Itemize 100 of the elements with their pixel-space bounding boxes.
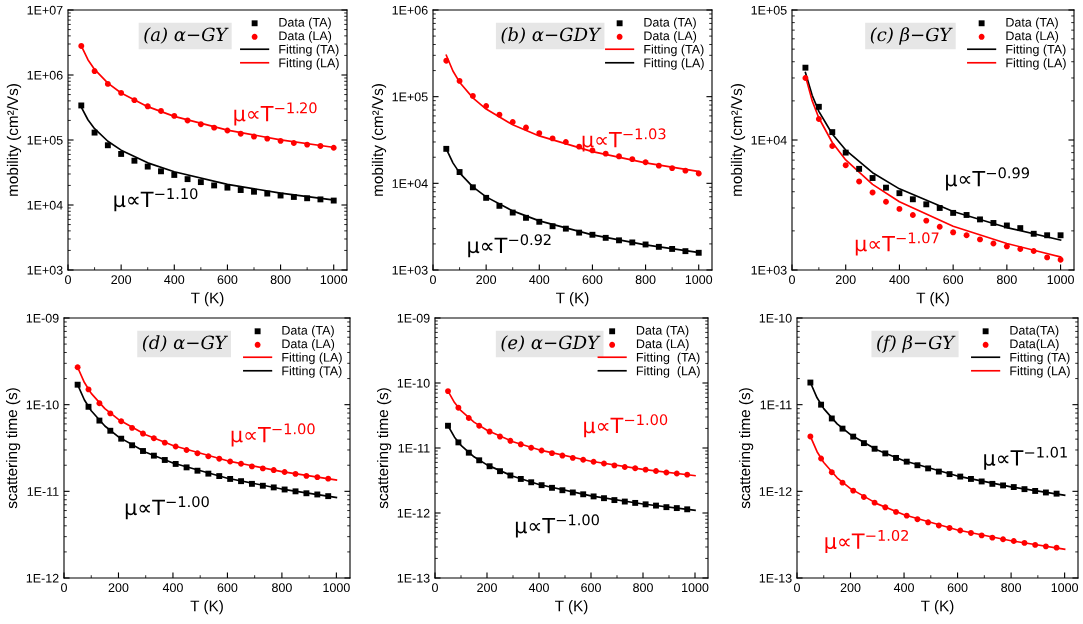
point xyxy=(277,137,284,144)
x-tick-label: 600 xyxy=(943,275,964,285)
x-tick-label: 400 xyxy=(893,583,914,593)
point xyxy=(914,462,921,469)
point xyxy=(249,480,255,487)
point xyxy=(1010,484,1017,491)
point xyxy=(227,458,234,465)
point xyxy=(304,141,311,148)
legend-label: Fitting (TA) xyxy=(644,44,704,57)
y-tick-label: 1E-13 xyxy=(759,573,792,583)
point xyxy=(909,196,916,203)
x-axis-title: T (K) xyxy=(555,600,588,615)
annotation: μ∝T$^{−1.10}$ xyxy=(114,188,198,212)
point xyxy=(150,452,157,459)
point xyxy=(445,422,451,429)
legend-label: Fitting (LA) xyxy=(282,352,342,365)
annotation: μ∝T$^{−1.00}$ xyxy=(125,496,209,520)
y-tick-label: 1E+05 xyxy=(751,5,787,15)
point xyxy=(270,467,277,473)
y-tick-label: 1E+04 xyxy=(27,200,63,210)
point xyxy=(621,464,628,470)
y-axis-title: mobility (cm²/Vs) xyxy=(730,84,746,196)
annotation: μ∝T$^{−1.01}$ xyxy=(984,446,1067,470)
point xyxy=(197,179,204,186)
point xyxy=(682,248,689,255)
point xyxy=(663,469,670,476)
point xyxy=(842,149,849,156)
point xyxy=(161,457,168,463)
x-tick-label: 600 xyxy=(582,275,603,285)
point xyxy=(476,422,483,429)
x-tick-label: 1000 xyxy=(682,583,709,593)
point xyxy=(559,487,566,494)
point xyxy=(611,462,618,469)
point xyxy=(580,456,587,463)
x-tick-label: 0 xyxy=(65,275,71,285)
point xyxy=(616,153,622,160)
point xyxy=(194,450,201,457)
point xyxy=(1010,538,1017,544)
point xyxy=(882,504,889,511)
y-tick-label: 1E+05 xyxy=(392,92,428,102)
point xyxy=(205,470,212,477)
point xyxy=(330,197,337,204)
y-axis-title: mobility (cm²/Vs) xyxy=(6,84,22,196)
point xyxy=(653,502,659,509)
point xyxy=(669,165,676,172)
point xyxy=(1000,482,1007,489)
point xyxy=(144,163,151,170)
y-tick-label: 1E-10 xyxy=(26,400,59,410)
point xyxy=(216,473,223,480)
y-tick-label: 1E-11 xyxy=(27,487,59,496)
point xyxy=(172,461,179,467)
point xyxy=(914,516,921,523)
point xyxy=(171,172,178,178)
point xyxy=(496,202,503,209)
x-tick-label: 600 xyxy=(581,583,601,593)
point xyxy=(497,433,503,440)
point xyxy=(249,463,255,470)
point xyxy=(104,80,111,87)
y-tick-label: 1E+07 xyxy=(27,5,63,15)
point xyxy=(871,499,878,506)
annotation: μ∝T$^{−1.02}$ xyxy=(825,529,908,554)
point xyxy=(935,522,942,529)
point xyxy=(950,229,957,236)
point xyxy=(829,129,836,136)
legend-label: Fitting (TA) xyxy=(1006,44,1066,57)
text: (d) α−GY xyxy=(142,335,228,352)
point xyxy=(264,135,271,142)
point xyxy=(860,494,867,500)
point xyxy=(78,42,85,49)
legend-label: Fitting (LA) xyxy=(644,58,704,70)
y-tick-label: 1E-11 xyxy=(398,443,430,453)
annotation: μ∝T$^{−0.99}$ xyxy=(946,167,1030,191)
x-tick-label: 600 xyxy=(947,583,968,593)
x-tick-label: 400 xyxy=(529,275,550,285)
point xyxy=(216,455,223,462)
x-axis-title: T (K) xyxy=(190,600,223,615)
point xyxy=(238,478,244,485)
point xyxy=(238,460,244,467)
text: (e) α−GDY xyxy=(501,335,601,352)
point xyxy=(140,448,146,454)
point xyxy=(292,470,299,477)
point xyxy=(1057,232,1064,239)
point xyxy=(469,184,476,191)
point xyxy=(632,499,639,506)
point xyxy=(818,455,825,462)
point xyxy=(150,435,157,442)
point xyxy=(842,162,849,169)
x-tick-label: 800 xyxy=(996,275,1017,285)
point xyxy=(325,475,332,482)
point xyxy=(925,465,932,472)
point xyxy=(549,223,556,230)
point xyxy=(171,112,178,119)
legend-label: Fitting (TA) xyxy=(636,352,700,365)
point xyxy=(829,143,836,149)
point xyxy=(496,111,503,118)
point xyxy=(74,381,81,388)
point xyxy=(144,103,151,110)
point xyxy=(856,165,863,172)
point xyxy=(642,501,649,508)
point xyxy=(251,133,257,140)
